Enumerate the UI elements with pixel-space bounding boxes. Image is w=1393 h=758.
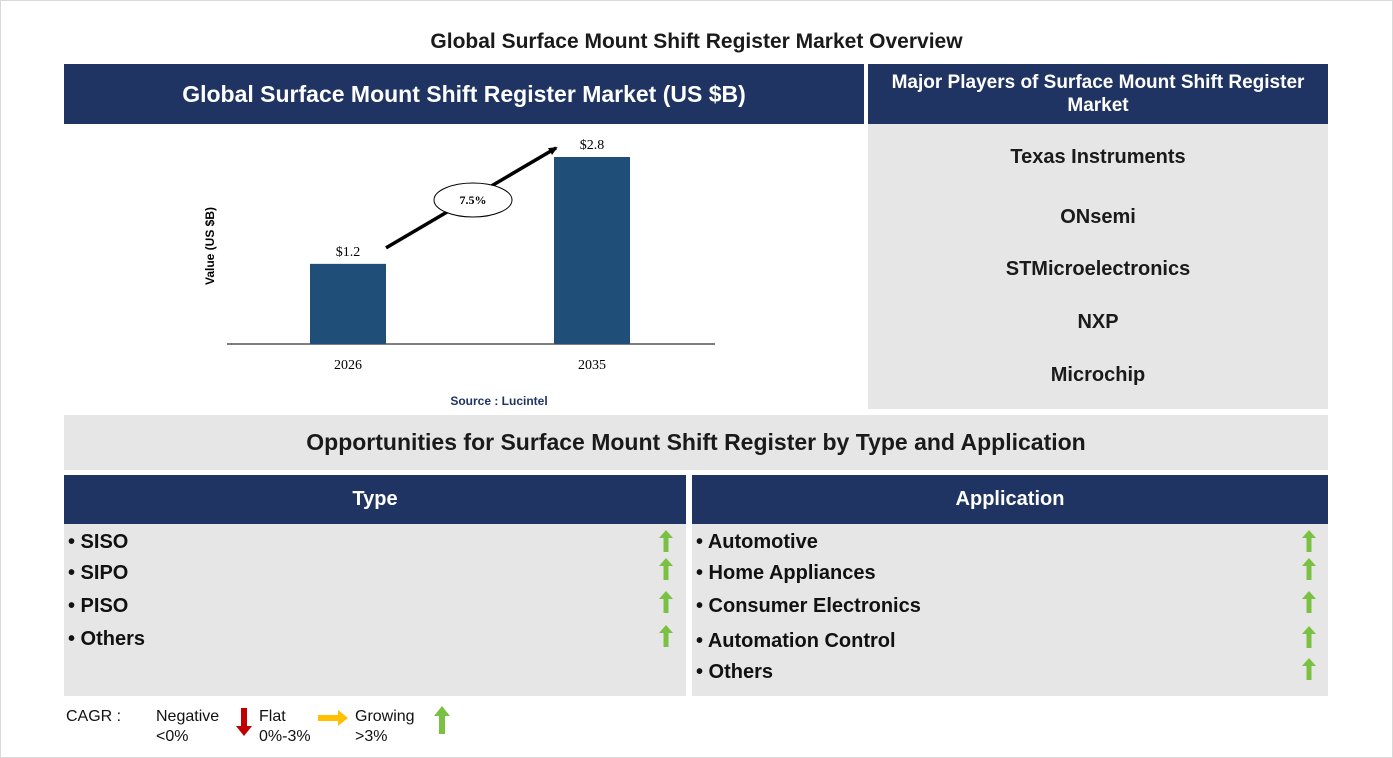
legend-negative-label: Negative	[156, 708, 220, 725]
type-list	[64, 524, 686, 696]
cagr-label: 7.5%	[460, 193, 487, 207]
legend-cagr-label: CAGR :	[66, 708, 122, 725]
bar-value-label: $1.2	[336, 245, 361, 260]
type-header: Type	[64, 475, 686, 524]
legend-flat-label: Flat	[259, 708, 286, 725]
opportunities-title: Opportunities for Surface Mount Shift Re…	[306, 429, 1086, 455]
bars-group: $1.2 2026 $2.8 2035	[310, 138, 630, 373]
application-header: Application	[692, 475, 1328, 524]
player-name: Texas Instruments	[1010, 146, 1186, 168]
application-item: • Automotive	[696, 531, 818, 553]
player-name: ONsemi	[1060, 206, 1136, 228]
type-header-label: Type	[352, 488, 398, 510]
application-header-label: Application	[955, 488, 1065, 510]
player-name: STMicroelectronics	[1005, 258, 1191, 280]
application-list	[692, 524, 1328, 696]
arrow-up-icon	[1302, 558, 1316, 580]
bar-2026	[310, 263, 386, 344]
legend-flat-range: 0%-3%	[259, 728, 311, 745]
players-panel-body	[868, 124, 1328, 409]
legend-growing: Growing >3%	[355, 707, 415, 747]
x-tick-label: 2026	[334, 358, 362, 373]
arrow-up-icon	[659, 591, 673, 613]
arrow-up-icon	[1302, 530, 1316, 552]
arrow-up-icon	[1302, 658, 1316, 680]
arrow-up-icon	[659, 558, 673, 580]
arrow-right-icon	[318, 710, 348, 726]
bar-value-label: $2.8	[580, 138, 605, 153]
player-name: Microchip	[1050, 364, 1146, 386]
market-panel-header: Global Surface Mount Shift Register Mark…	[64, 64, 864, 124]
application-item: • Consumer Electronics	[696, 595, 921, 617]
players-panel-title: Major Players of Surface Mount Shift Reg…	[891, 72, 1305, 116]
page-title: Global Surface Mount Shift Register Mark…	[430, 30, 963, 53]
legend-negative: Negative <0%	[156, 707, 219, 747]
bar-2035	[554, 157, 630, 344]
legend-flat: Flat 0%-3%	[259, 707, 311, 747]
type-item: • PISO	[68, 595, 129, 617]
y-axis-label: Value (US $B)	[203, 207, 217, 285]
arrow-up-icon	[659, 625, 673, 647]
arrow-up-icon	[659, 530, 673, 552]
application-item: • Others	[696, 661, 774, 683]
type-item: • SIPO	[68, 562, 129, 584]
x-tick-label: 2035	[578, 358, 606, 373]
legend-growing-range: >3%	[355, 728, 388, 745]
application-item: • Home Appliances	[696, 562, 876, 584]
arrow-up-icon	[1302, 626, 1316, 648]
legend-growing-label: Growing	[355, 708, 415, 725]
application-item: • Automation Control	[696, 630, 896, 652]
player-name: NXP	[1077, 311, 1119, 333]
type-item: • SISO	[68, 531, 129, 553]
type-item: • Others	[68, 628, 146, 650]
market-bar-chart: Value (US $B) $1.2 2026 $2.8 2035 7.5%	[203, 138, 715, 373]
arrow-down-icon	[236, 708, 252, 736]
arrow-up-icon	[434, 706, 450, 734]
players-panel-header: Major Players of Surface Mount Shift Reg…	[868, 64, 1328, 124]
chart-source: Source : Lucintel	[450, 394, 548, 408]
opportunities-banner: Opportunities for Surface Mount Shift Re…	[64, 415, 1328, 470]
market-panel-title: Global Surface Mount Shift Register Mark…	[182, 80, 746, 107]
arrow-up-icon	[1302, 591, 1316, 613]
legend-negative-range: <0%	[156, 728, 189, 745]
cagr-ellipse	[433, 182, 513, 218]
